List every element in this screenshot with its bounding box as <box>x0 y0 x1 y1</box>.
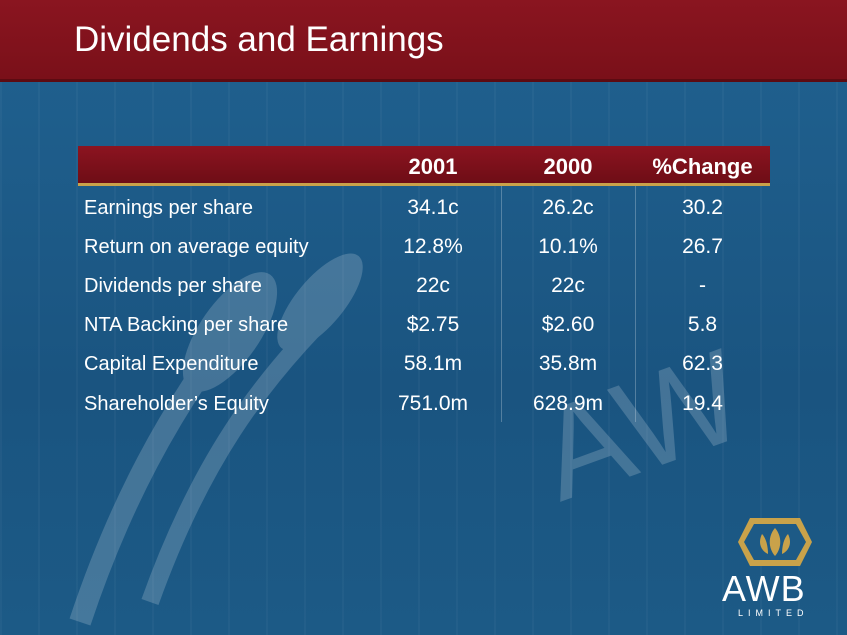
cell-2000: 26.2c <box>542 196 594 219</box>
cell-change: 30.2 <box>682 196 723 219</box>
table-row: Capital Expenditure 58.1m 35.8m 62.3 <box>0 346 847 385</box>
logo-text: AWB <box>722 568 806 609</box>
cell-2000: $2.60 <box>541 313 595 336</box>
row-label: Earnings per share <box>84 197 253 219</box>
cell-change: 19.4 <box>682 392 723 415</box>
wheat-watermark-icon: AW <box>69 253 762 626</box>
cell-change: 62.3 <box>682 352 723 375</box>
cell-2001: 12.8% <box>403 235 463 258</box>
row-label: NTA Backing per share <box>84 314 289 336</box>
cell-change: 5.8 <box>687 313 718 336</box>
page-title: Dividends and Earnings <box>74 20 444 59</box>
column-divider <box>501 186 502 422</box>
cell-2000: 35.8m <box>538 352 598 375</box>
column-header-2000: 2000 <box>543 154 593 179</box>
cell-2000: 22c <box>551 274 585 297</box>
cell-change: - <box>699 274 706 297</box>
logo-subtitle: LIMITED <box>738 608 809 618</box>
cell-2000: 10.1% <box>538 235 598 258</box>
table-row: Earnings per share 34.1c 26.2c 30.2 <box>0 190 847 229</box>
row-label: Capital Expenditure <box>84 353 259 375</box>
table-row: Shareholder’s Equity 751.0m 628.9m 19.4 <box>0 386 847 425</box>
cell-2001: 58.1m <box>403 352 463 375</box>
table-row: NTA Backing per share $2.75 $2.60 5.8 <box>0 307 847 346</box>
cell-2001: $2.75 <box>406 313 460 336</box>
slide-header: Dividends and Earnings <box>0 0 847 82</box>
row-label: Shareholder’s Equity <box>84 393 269 415</box>
table-header: 2001 2000 %Change <box>78 146 770 186</box>
column-header-change: %Change <box>652 154 753 179</box>
cell-2000: 628.9m <box>532 392 604 415</box>
cell-2001: 34.1c <box>407 196 459 219</box>
row-label: Return on average equity <box>84 236 309 258</box>
column-divider <box>635 186 636 422</box>
wheat-shield-icon <box>738 518 812 566</box>
cell-2001: 22c <box>416 274 450 297</box>
cell-2001: 751.0m <box>397 392 469 415</box>
table-row: Dividends per share 22c 22c - <box>0 268 847 307</box>
column-header-2001: 2001 <box>408 154 458 179</box>
table-row: Return on average equity 12.8% 10.1% 26.… <box>0 229 847 268</box>
row-label: Dividends per share <box>84 275 262 297</box>
cell-change: 26.7 <box>682 235 723 258</box>
